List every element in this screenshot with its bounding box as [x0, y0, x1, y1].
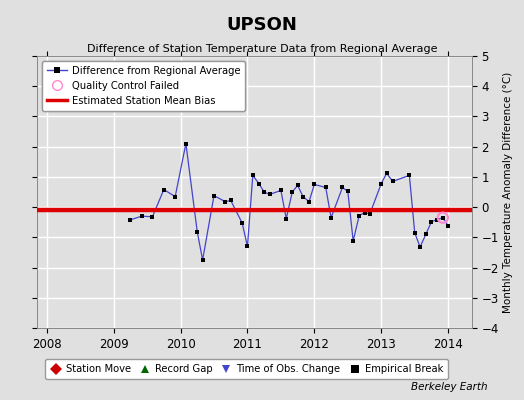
Legend: Station Move, Record Gap, Time of Obs. Change, Empirical Break: Station Move, Record Gap, Time of Obs. C…	[45, 359, 448, 379]
Point	[366, 210, 374, 217]
Point	[293, 182, 302, 188]
Text: UPSON: UPSON	[226, 16, 298, 34]
Point	[305, 198, 313, 205]
Point	[344, 188, 352, 194]
Point	[248, 172, 257, 178]
Point	[160, 186, 168, 193]
Text: Difference of Station Temperature Data from Regional Average: Difference of Station Temperature Data f…	[87, 44, 437, 54]
Point	[405, 172, 413, 178]
Point	[422, 230, 430, 237]
Point	[444, 223, 452, 229]
Point	[361, 209, 369, 216]
Point	[377, 180, 386, 187]
Point	[327, 214, 335, 221]
Point	[226, 197, 235, 204]
Point	[210, 192, 218, 199]
Point	[148, 214, 157, 220]
Point	[277, 187, 285, 194]
Point	[282, 215, 290, 222]
Point	[433, 217, 441, 223]
Point	[427, 218, 435, 225]
Point	[126, 217, 135, 223]
Point	[310, 181, 319, 188]
Point	[299, 193, 307, 200]
Point	[221, 198, 230, 205]
Y-axis label: Monthly Temperature Anomaly Difference (°C): Monthly Temperature Anomaly Difference (…	[503, 71, 513, 313]
Point	[238, 220, 246, 226]
Point	[137, 213, 146, 219]
Point	[193, 229, 201, 235]
Legend: Difference from Regional Average, Quality Control Failed, Estimated Station Mean: Difference from Regional Average, Qualit…	[42, 61, 245, 111]
Text: Berkeley Earth: Berkeley Earth	[411, 382, 487, 392]
Point	[243, 243, 252, 250]
Point	[171, 193, 179, 200]
Point	[410, 230, 419, 236]
Point	[199, 257, 207, 263]
Point	[339, 184, 347, 191]
Point	[439, 214, 447, 221]
Point	[355, 212, 363, 219]
Point	[322, 184, 330, 191]
Point	[388, 178, 397, 185]
Point	[416, 244, 424, 250]
Point	[265, 191, 274, 198]
Point	[182, 140, 190, 147]
Point	[383, 170, 391, 176]
Point	[255, 180, 263, 187]
Point	[439, 214, 447, 221]
Point	[349, 238, 357, 244]
Point	[288, 189, 297, 195]
Point	[260, 189, 268, 195]
